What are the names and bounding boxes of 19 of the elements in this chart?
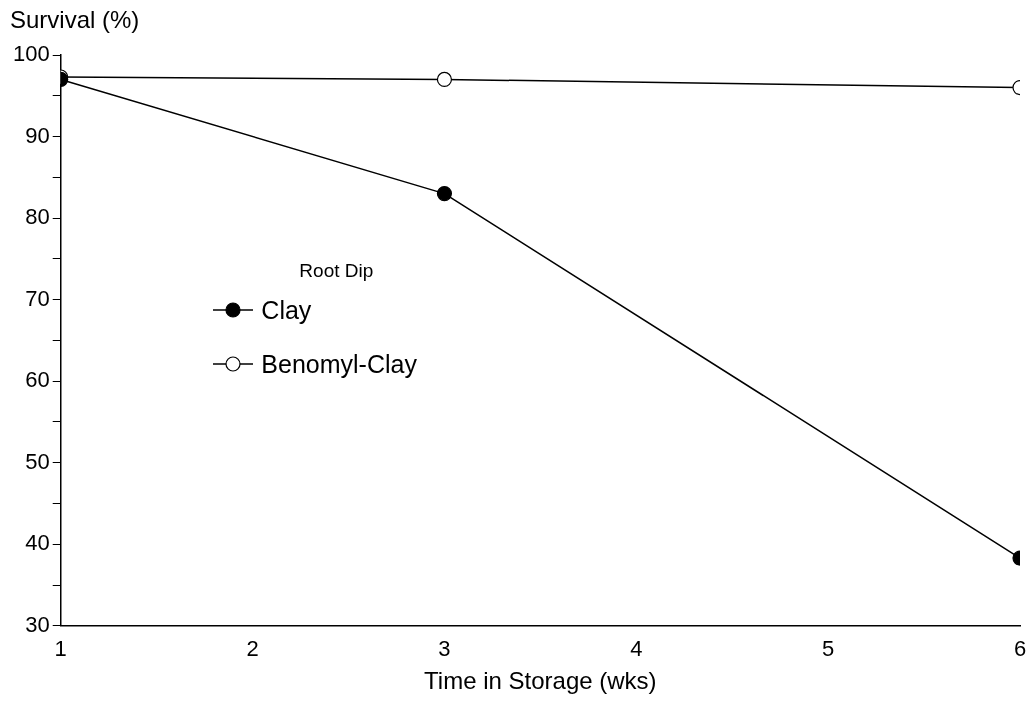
x-tick-label: 5 [822, 636, 835, 662]
x-tick-label: 1 [54, 636, 67, 662]
y-tick-label: 40 [25, 530, 50, 556]
y-tick-label: 100 [12, 41, 50, 67]
legend-label: Benomyl-Clay [261, 350, 417, 379]
y-tick-label: 70 [25, 285, 50, 311]
y-tick-label: 60 [25, 367, 50, 393]
y-tick-label: 90 [25, 122, 50, 148]
x-tick-label: 2 [246, 636, 259, 662]
legend-label: Clay [261, 296, 312, 325]
x-axis-title: Time in Storage (wks) [424, 667, 657, 695]
x-tick-label: 6 [1013, 636, 1027, 662]
y-tick-label: 80 [25, 204, 50, 230]
y-axis-title: Survival (%) [10, 6, 140, 33]
y-tick-label: 50 [25, 448, 50, 474]
x-tick-label: 4 [630, 636, 643, 662]
x-tick-label: 3 [438, 636, 451, 662]
legend-title: Root Dip [298, 260, 375, 283]
y-tick-label: 30 [25, 611, 50, 637]
